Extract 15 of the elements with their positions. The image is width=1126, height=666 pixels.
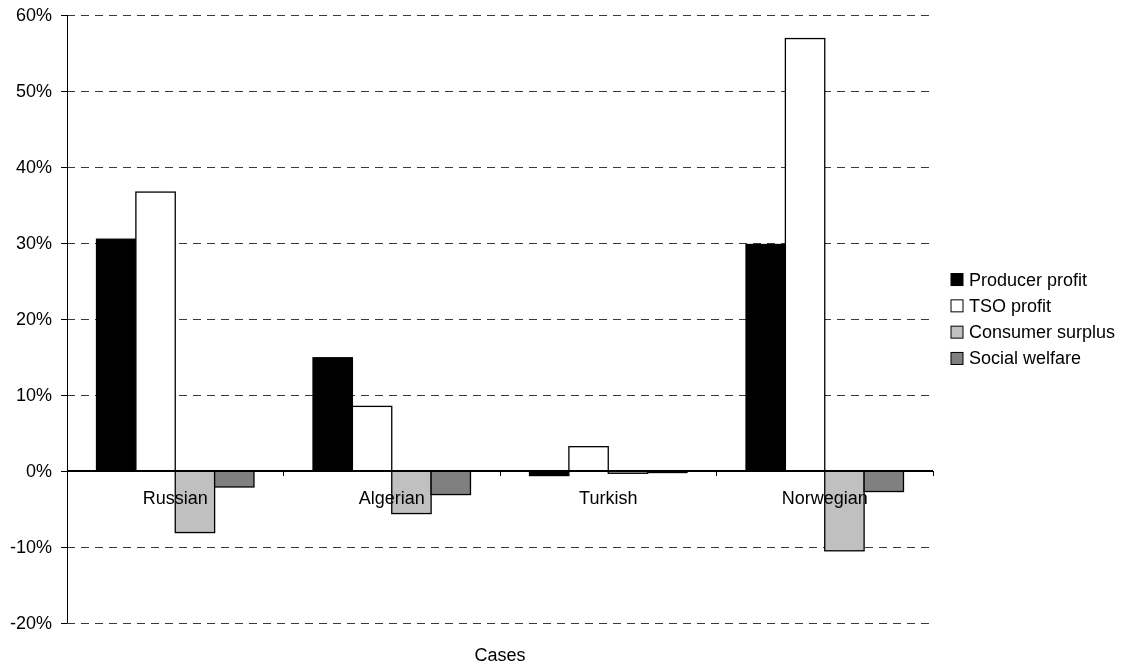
y-tick-label: 30% — [15, 233, 52, 253]
legend-label: Producer profit — [969, 269, 1088, 290]
y-tick-label: -10% — [9, 537, 52, 557]
x-tick-label: Turkish — [579, 488, 638, 508]
y-tick-label: 40% — [15, 157, 52, 177]
y-tick-label: -20% — [9, 613, 52, 633]
y-tick-label: 60% — [15, 5, 52, 25]
x-axis-title: Cases — [474, 645, 526, 665]
legend-label: Social welfare — [969, 348, 1082, 369]
y-tick-label: 0% — [25, 461, 52, 481]
legend-label: Consumer surplus — [969, 322, 1116, 343]
y-tick-label: 10% — [15, 385, 52, 405]
legend-label: TSO profit — [969, 295, 1052, 316]
y-tick-label: 20% — [15, 309, 52, 329]
y-tick-label: 50% — [15, 81, 52, 101]
